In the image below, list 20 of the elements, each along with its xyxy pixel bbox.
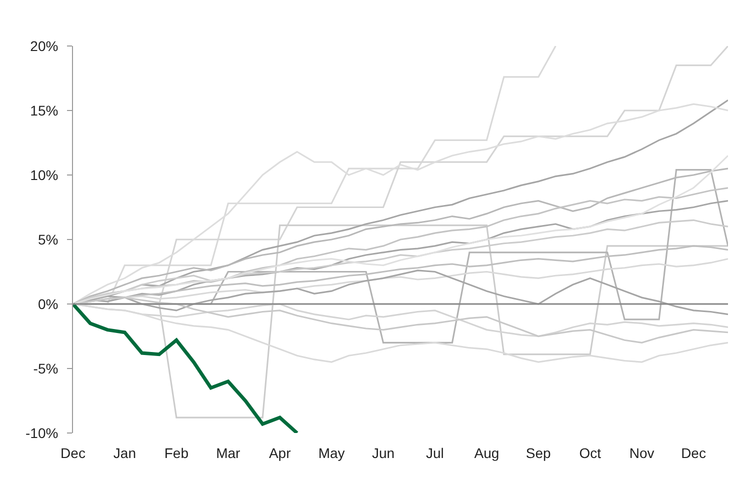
x-tick-label: Dec xyxy=(681,445,706,461)
x-tick-label: Jan xyxy=(113,445,136,461)
x-tick-label: Oct xyxy=(579,445,602,461)
y-tick-label: 5% xyxy=(38,231,58,248)
x-tick-label: Aug xyxy=(474,445,500,461)
y-tick-label: 15% xyxy=(30,102,58,118)
x-tick-label: Jul xyxy=(426,445,444,461)
x-tick-label: Sep xyxy=(526,445,552,461)
x-tick-label: Nov xyxy=(629,445,654,461)
x-tick-label: Apr xyxy=(268,445,292,461)
y-tick-label: 0% xyxy=(38,296,58,312)
y-tick-label: -10% xyxy=(26,424,58,441)
x-tick-label: Feb xyxy=(164,445,189,461)
x-tick-label: Dec xyxy=(60,445,86,461)
y-tick-label: 20% xyxy=(30,38,58,54)
y-tick-label: -5% xyxy=(33,360,58,376)
x-tick-label: Jun xyxy=(372,445,395,461)
x-tick-label: Mar xyxy=(216,445,241,461)
y-tick-label: 10% xyxy=(30,166,58,183)
x-tick-label: May xyxy=(318,445,345,461)
